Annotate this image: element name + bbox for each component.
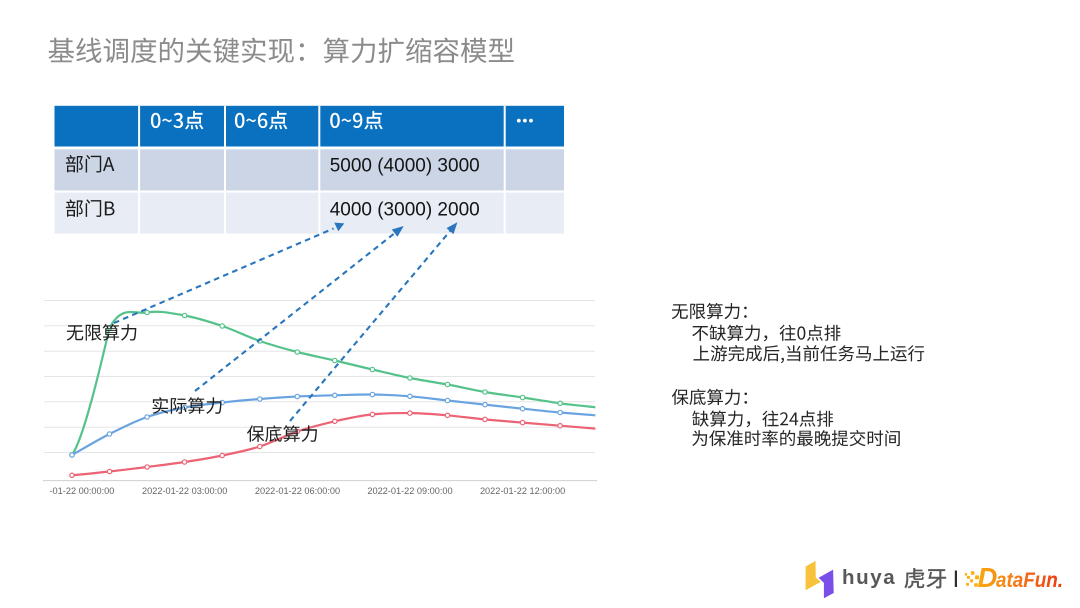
svg-text:5000 (4000) 3000: 5000 (4000) 3000: [330, 155, 480, 176]
svg-text:2022-01-22 12:00:00: 2022-01-22 12:00:00: [480, 486, 565, 496]
svg-text:2022-01-22 06:00:00: 2022-01-22 06:00:00: [255, 486, 340, 496]
svg-text:2022-01-22 03:00:00: 2022-01-22 03:00:00: [142, 486, 227, 496]
svg-text:huya: huya: [842, 566, 896, 589]
svg-text:2022-01-22 09:00:00: 2022-01-22 09:00:00: [367, 486, 452, 496]
svg-text:D: D: [978, 562, 998, 593]
svg-text:4000 (3000) 2000: 4000 (3000) 2000: [330, 199, 480, 220]
svg-text:-01-22 00:00:00: -01-22 00:00:00: [50, 486, 115, 496]
svg-text:ataFun.: ataFun.: [996, 568, 1063, 592]
